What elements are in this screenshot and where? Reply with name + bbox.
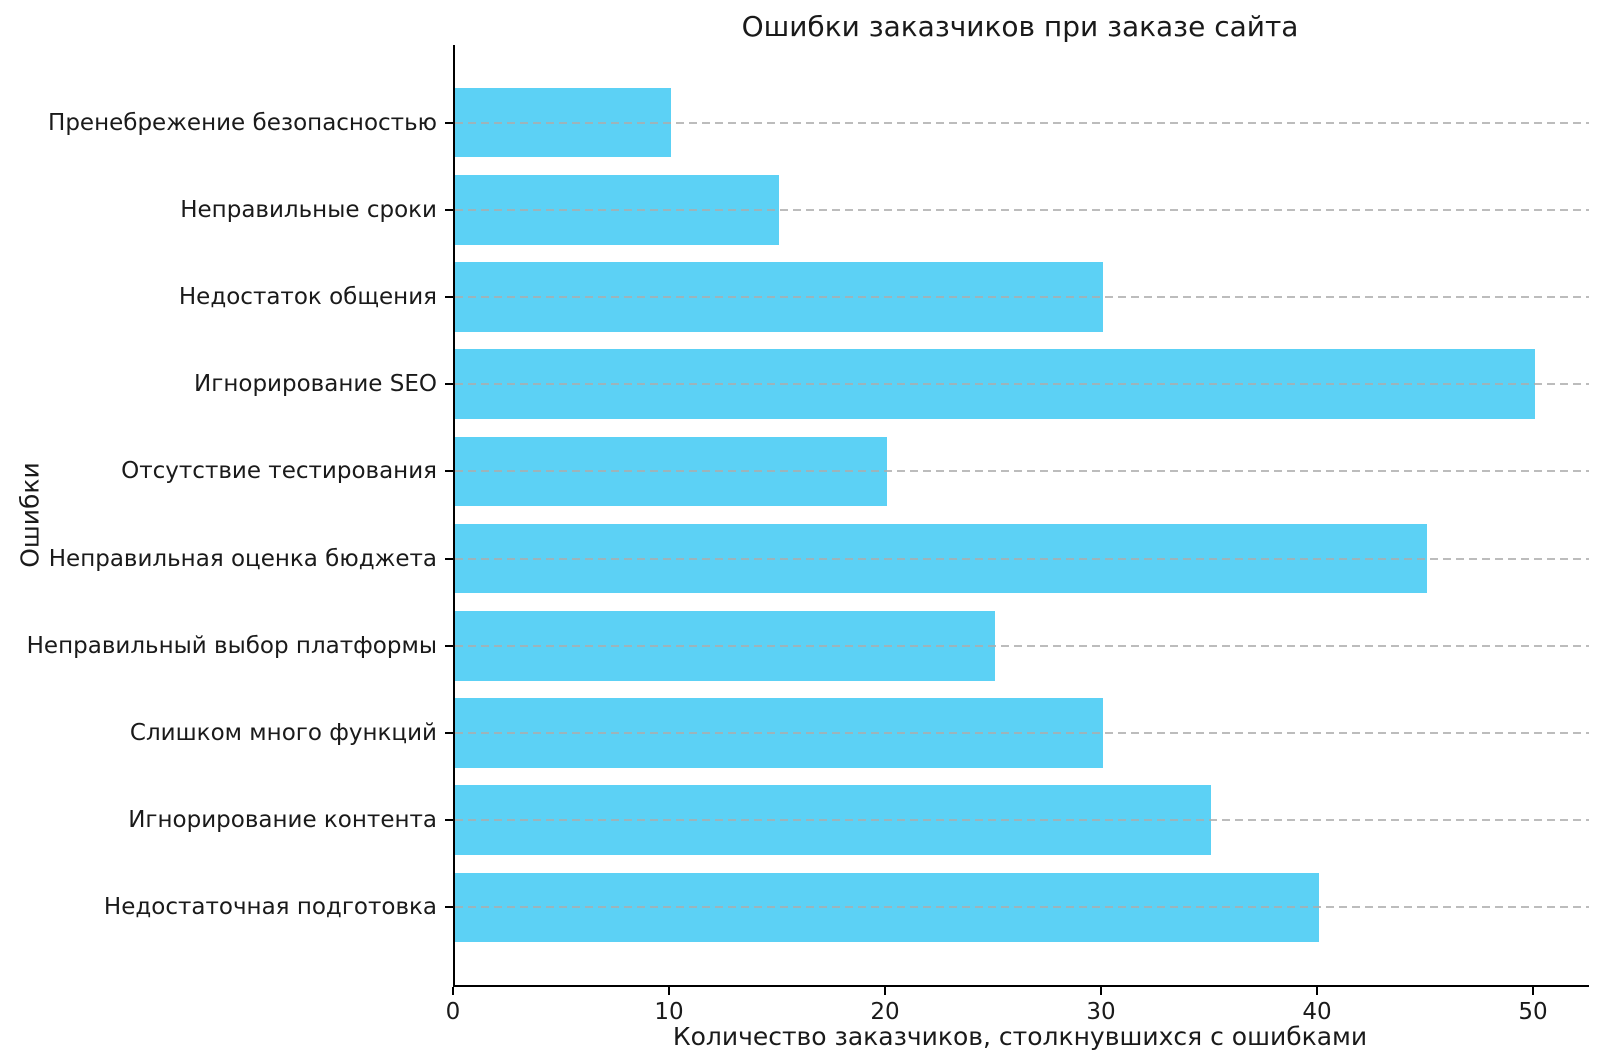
y-tick-label: Слишком много функций <box>129 719 437 746</box>
bars-layer <box>455 45 1589 985</box>
y-tick-label: Игнорирование контента <box>128 807 437 834</box>
y-tick-label: Неправильные сроки <box>180 196 437 223</box>
bar <box>455 872 1319 943</box>
y-tick-label: Игнорирование SEO <box>194 371 437 398</box>
y-tick-mark <box>445 557 453 560</box>
bar <box>455 785 1211 856</box>
x-tick-label: 20 <box>870 999 900 1025</box>
y-tick-mark <box>445 644 453 647</box>
x-axis-ticks: 0 10 20 30 40 50 <box>446 987 1587 1037</box>
y-tick-label: Неправильная оценка бюджета <box>48 545 437 572</box>
x-tick-label: 10 <box>654 999 684 1025</box>
y-tick-labels: Пренебрежение безопасностью Неправильные … <box>0 45 437 985</box>
x-tick-label: 50 <box>1518 999 1548 1025</box>
y-tick-label: Недостаточная подготовка <box>103 894 437 921</box>
x-tick-label: 0 <box>445 999 461 1025</box>
bar <box>455 610 995 681</box>
bar <box>455 436 887 507</box>
bar <box>455 174 779 245</box>
y-tick-mark <box>445 731 453 734</box>
bar <box>455 87 671 158</box>
y-tick-mark <box>445 470 453 473</box>
y-tick-mark <box>445 121 453 124</box>
bar <box>455 698 1103 768</box>
x-tick-label: 30 <box>1086 999 1116 1025</box>
x-tick-mark <box>1100 987 1102 995</box>
x-tick-mark <box>1532 987 1534 995</box>
bar <box>455 262 1103 332</box>
y-tick-mark <box>445 296 453 298</box>
y-tick-mark <box>445 819 453 822</box>
y-tick-label: Неправильный выбор платформы <box>26 632 437 659</box>
bar <box>455 349 1535 420</box>
y-tick-label: Отсутствие тестирования <box>121 458 437 485</box>
x-tick-mark <box>452 987 454 995</box>
bar <box>455 523 1427 594</box>
y-tick-mark <box>445 208 453 211</box>
y-tick-mark <box>445 906 453 909</box>
chart-title: Ошибки заказчиков при заказе сайта <box>741 10 1299 43</box>
y-tick-mark <box>445 383 453 386</box>
y-tick-label: Пренебрежение безопасностью <box>48 109 437 136</box>
x-tick-label: 40 <box>1302 999 1332 1025</box>
x-tick-mark <box>1316 987 1318 995</box>
x-axis-label: Количество заказчиков, столкнувшихся с о… <box>672 1022 1368 1051</box>
plot-area <box>445 45 1589 987</box>
x-tick-mark <box>884 987 886 995</box>
y-tick-label: Недостаток общения <box>178 284 437 310</box>
x-tick-mark <box>668 987 670 995</box>
